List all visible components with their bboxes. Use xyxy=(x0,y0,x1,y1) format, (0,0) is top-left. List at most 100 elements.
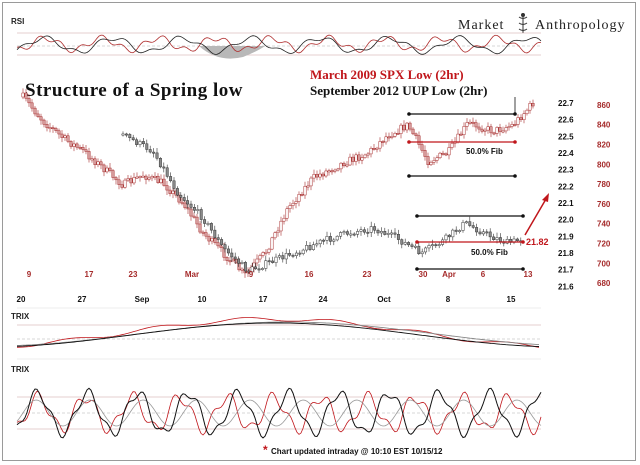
spx-candle xyxy=(204,232,208,237)
uup-date-label: 27 xyxy=(78,295,87,304)
spx-candle xyxy=(69,141,73,147)
uup-candle xyxy=(230,252,234,258)
footnote-text: Chart updated intraday @ 10:10 EST 10/15… xyxy=(271,447,443,456)
uup-candle xyxy=(420,251,424,255)
spx-date-label: 9 xyxy=(249,270,254,279)
spx-candle xyxy=(384,136,388,143)
spx-candle xyxy=(42,119,46,125)
uup-candle xyxy=(124,133,128,136)
uup-candle xyxy=(257,268,261,271)
spx-date-axis: 9 17 23 Mar 9 16 23 30 Apr 6 13 xyxy=(27,270,533,279)
spx-candle xyxy=(357,154,361,161)
uup-candle xyxy=(247,270,251,273)
spx-tick-label: 780 xyxy=(597,180,611,189)
uup-candle xyxy=(464,221,468,224)
spx-tick-label: 840 xyxy=(597,121,611,130)
uup-candle xyxy=(481,231,485,235)
spx-candle xyxy=(471,121,475,124)
spx-candle xyxy=(405,122,409,131)
uup-candle xyxy=(403,242,407,245)
trix-2-label: TRIX xyxy=(11,365,30,374)
uup-candle xyxy=(199,209,203,220)
uup-candle xyxy=(301,249,305,254)
uup-last-price-label: 21.82 xyxy=(526,237,549,247)
uup-candle xyxy=(155,152,159,159)
uup-fib-label: 50.0% Fib xyxy=(471,248,508,257)
uup-candle xyxy=(152,151,156,154)
spx-candle xyxy=(63,135,67,138)
uup-candle xyxy=(148,149,152,153)
spx-candle xyxy=(426,156,430,165)
spx-candle xyxy=(375,147,379,150)
spx-candle xyxy=(189,208,193,217)
uup-candle xyxy=(271,260,275,263)
uup-candle xyxy=(240,262,244,264)
uup-candle xyxy=(131,137,135,141)
spx-candle xyxy=(372,148,376,150)
spx-candle xyxy=(330,170,334,173)
uup-candle xyxy=(400,239,404,245)
uup-candle xyxy=(315,243,319,246)
uup-candle xyxy=(492,236,496,240)
brand-name-left: Market xyxy=(458,18,504,33)
uup-candle xyxy=(226,248,230,254)
uup-candle xyxy=(376,229,380,234)
spx-candle xyxy=(513,124,517,126)
uup-candle xyxy=(505,239,509,244)
uup-tick-label: 22.3 xyxy=(558,166,574,175)
spx-candle xyxy=(291,203,295,206)
spx-candle xyxy=(459,133,463,136)
spx-candle xyxy=(252,262,256,268)
spx-date-label: 23 xyxy=(363,270,372,279)
rsi-shaded-area xyxy=(199,46,265,59)
spx-candle xyxy=(432,160,436,163)
uup-candle xyxy=(434,244,438,247)
uup-candle xyxy=(430,244,434,247)
spx-candle xyxy=(24,92,28,99)
spx-candle xyxy=(351,156,355,162)
spx-candle xyxy=(510,124,514,127)
uup-date-label: Oct xyxy=(377,295,391,304)
uup-candle xyxy=(192,207,196,211)
uup-candle xyxy=(243,262,247,272)
uup-candle xyxy=(345,231,349,235)
uup-candle xyxy=(213,229,217,238)
spx-candle xyxy=(75,143,79,148)
spx-candle xyxy=(342,162,346,167)
uup-candle xyxy=(369,226,373,233)
spx-price-axis: 860 840 820 800 780 760 740 720 700 680 xyxy=(597,101,611,288)
spx-candle xyxy=(486,126,490,131)
trix-1-main-line xyxy=(16,322,540,347)
spx-candle xyxy=(288,205,292,209)
spx-candle xyxy=(210,237,214,242)
spx-candle xyxy=(141,175,145,178)
uup-candle xyxy=(189,203,193,208)
spx-candle xyxy=(258,255,262,260)
chart-frame: Market Anthropology RSI Structure of a S… xyxy=(2,2,636,461)
spx-candle xyxy=(159,178,163,183)
spx-candle xyxy=(474,122,478,128)
spx-date-label: 17 xyxy=(85,270,94,279)
uup-date-label: 10 xyxy=(198,295,207,304)
spx-candle xyxy=(465,122,469,127)
uup-candle xyxy=(447,234,451,238)
spx-candle xyxy=(294,201,298,204)
uup-candle xyxy=(318,239,322,245)
spx-candle xyxy=(504,127,508,132)
uup-candle xyxy=(444,234,448,241)
trix-panel-2: TRIX xyxy=(11,358,542,439)
uup-candle xyxy=(216,237,220,240)
spx-candle xyxy=(324,170,328,177)
uup-candle xyxy=(366,231,370,234)
spx-candle xyxy=(411,128,415,135)
uup-candle xyxy=(250,266,254,273)
projection-arrow xyxy=(524,193,549,236)
spx-candle xyxy=(117,179,121,185)
spx-tick-label: 860 xyxy=(597,101,611,110)
spx-candle xyxy=(417,135,421,145)
spx-candle xyxy=(195,216,199,225)
spx-candle xyxy=(528,102,532,111)
uup-candle xyxy=(308,245,312,250)
spx-candle xyxy=(231,259,235,262)
spx-candle xyxy=(309,177,313,187)
